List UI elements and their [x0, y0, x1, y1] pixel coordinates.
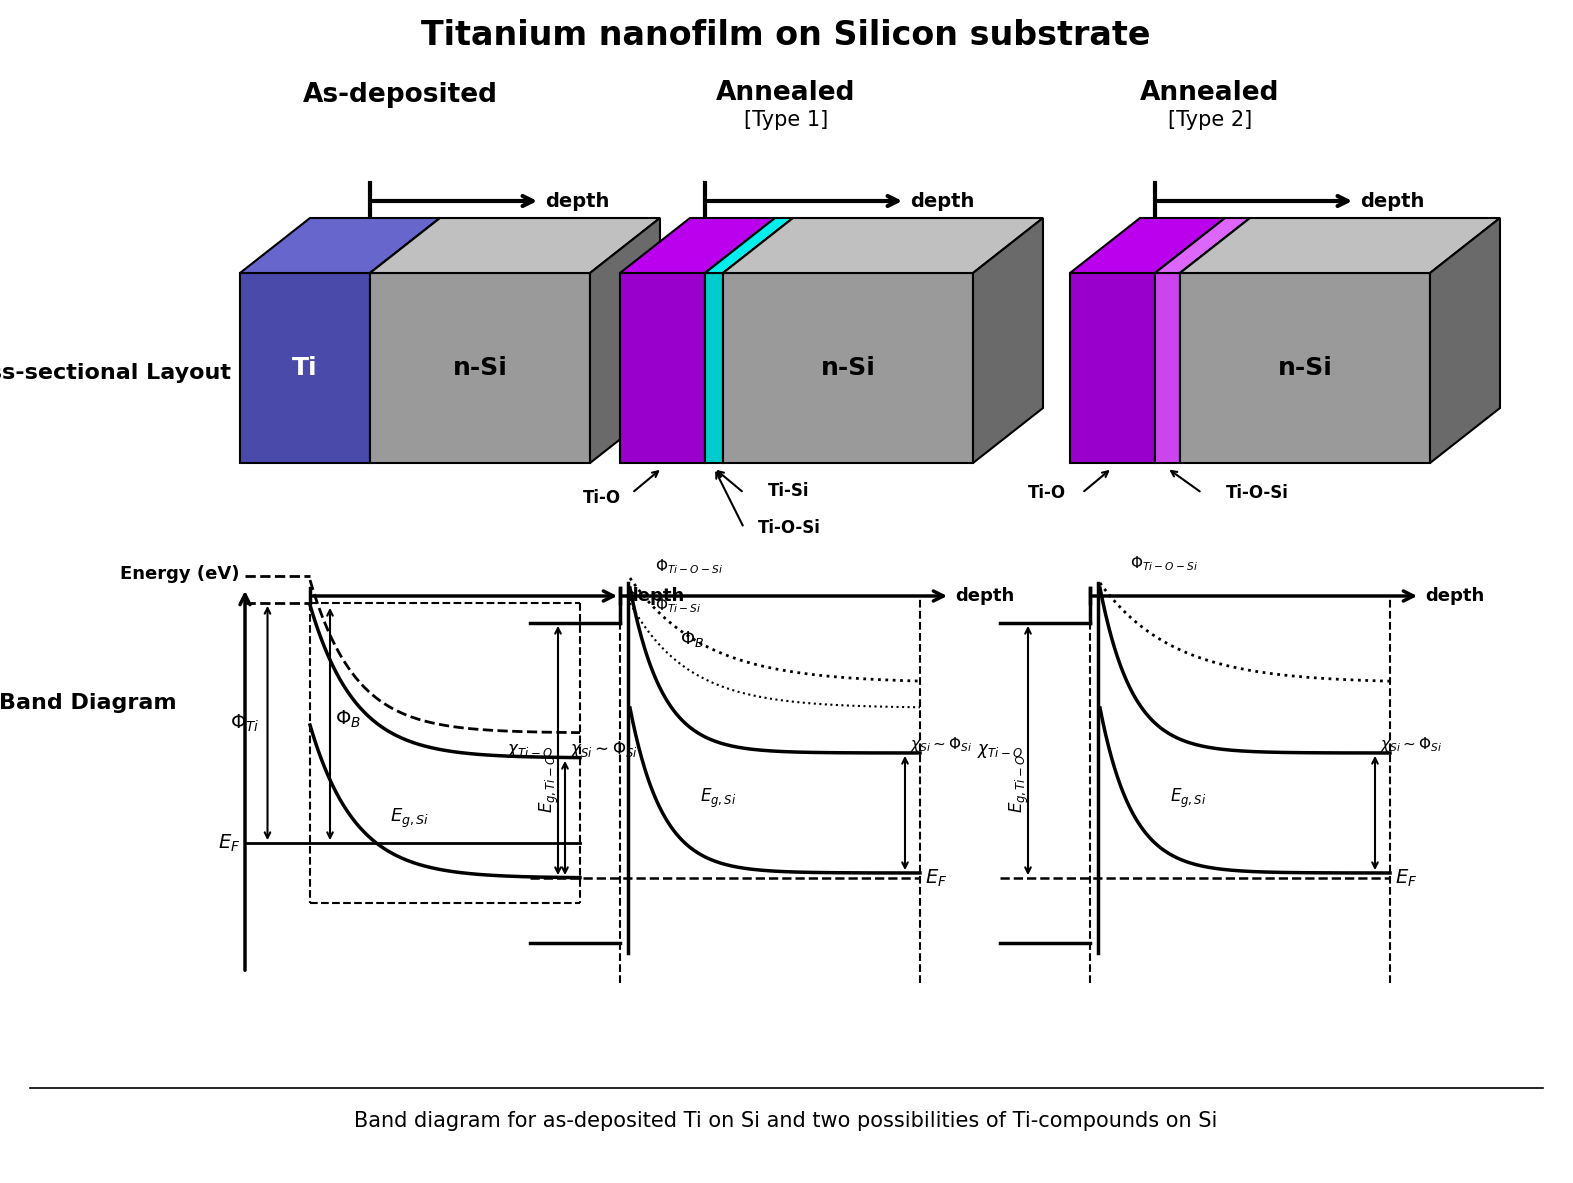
- Polygon shape: [1180, 273, 1430, 463]
- Text: Ti-Si: Ti-Si: [768, 481, 810, 500]
- Text: $E_{g,Si}$: $E_{g,Si}$: [390, 807, 429, 829]
- Polygon shape: [1430, 218, 1501, 463]
- Text: Annealed: Annealed: [1140, 80, 1280, 106]
- Polygon shape: [705, 218, 775, 463]
- Polygon shape: [241, 273, 370, 463]
- Text: Ti-O-Si: Ti-O-Si: [758, 519, 821, 537]
- Polygon shape: [1180, 218, 1501, 273]
- Text: Ti-O: Ti-O: [584, 489, 621, 508]
- Polygon shape: [1070, 273, 1155, 463]
- Text: $E_{g,Si}$: $E_{g,Si}$: [1170, 787, 1206, 809]
- Text: $E_F$: $E_F$: [925, 867, 947, 888]
- Text: $\Phi_B$: $\Phi_B$: [335, 709, 362, 730]
- Text: $E_F$: $E_F$: [217, 833, 241, 854]
- Text: n-Si: n-Si: [821, 356, 876, 380]
- Text: $\Phi_{Ti-O-Si}$: $\Phi_{Ti-O-Si}$: [1129, 555, 1199, 573]
- Polygon shape: [370, 273, 590, 463]
- Text: Band diagram for as-deposited Ti on Si and two possibilities of Ti-compounds on : Band diagram for as-deposited Ti on Si a…: [354, 1111, 1218, 1131]
- Text: Band Diagram: Band Diagram: [0, 693, 176, 713]
- Text: n-Si: n-Si: [453, 356, 508, 380]
- Text: Annealed: Annealed: [716, 80, 856, 106]
- Text: [Type 1]: [Type 1]: [744, 110, 827, 130]
- Text: depth: depth: [1425, 587, 1485, 605]
- Polygon shape: [724, 273, 974, 463]
- Text: $\chi_{Si}{\sim}\Phi_{Si}$: $\chi_{Si}{\sim}\Phi_{Si}$: [569, 739, 639, 761]
- Text: $E_{g,Ti-O}$: $E_{g,Ti-O}$: [1008, 754, 1032, 813]
- Polygon shape: [705, 273, 724, 463]
- Text: depth: depth: [911, 192, 974, 211]
- Text: Ti: Ti: [293, 356, 318, 380]
- Text: $\Phi_{Ti-O-Si}$: $\Phi_{Ti-O-Si}$: [654, 557, 724, 576]
- Text: $\Phi_{Ti}$: $\Phi_{Ti}$: [230, 712, 260, 733]
- Text: $\Phi_B$: $\Phi_B$: [680, 628, 705, 648]
- Text: $\chi_{Si}{\sim}\Phi_{Si}$: $\chi_{Si}{\sim}\Phi_{Si}$: [1380, 736, 1442, 755]
- Text: As-deposited: As-deposited: [302, 82, 497, 108]
- Text: $E_{g,Si}$: $E_{g,Si}$: [700, 787, 736, 809]
- Polygon shape: [620, 273, 705, 463]
- Text: Ti-O: Ti-O: [1027, 484, 1066, 502]
- Polygon shape: [724, 218, 1043, 273]
- Text: depth: depth: [544, 192, 609, 211]
- Polygon shape: [705, 218, 793, 273]
- Polygon shape: [724, 218, 793, 463]
- Polygon shape: [974, 218, 1043, 463]
- Text: depth: depth: [624, 587, 684, 605]
- Polygon shape: [1155, 218, 1225, 463]
- Polygon shape: [590, 218, 661, 463]
- Text: Ti-O-Si: Ti-O-Si: [1225, 484, 1288, 502]
- Text: $\Phi_{Ti-Si}$: $\Phi_{Ti-Si}$: [654, 596, 702, 615]
- Text: Energy (eV): Energy (eV): [121, 565, 241, 583]
- Text: depth: depth: [955, 587, 1015, 605]
- Polygon shape: [620, 218, 775, 273]
- Text: $\chi_{Ti-O}$: $\chi_{Ti-O}$: [507, 742, 554, 759]
- Polygon shape: [370, 218, 440, 463]
- Text: $\chi_{Si}{\sim}\Phi_{Si}$: $\chi_{Si}{\sim}\Phi_{Si}$: [911, 736, 972, 755]
- Text: [Type 2]: [Type 2]: [1167, 110, 1252, 130]
- Polygon shape: [241, 218, 440, 273]
- Text: $\chi_{Ti-O}$: $\chi_{Ti-O}$: [977, 742, 1022, 759]
- Polygon shape: [1155, 218, 1251, 273]
- Polygon shape: [1070, 218, 1225, 273]
- Polygon shape: [1155, 273, 1180, 463]
- Polygon shape: [1180, 218, 1251, 463]
- Text: Cross-sectional Layout: Cross-sectional Layout: [0, 363, 231, 383]
- Polygon shape: [370, 218, 661, 273]
- Text: depth: depth: [1361, 192, 1425, 211]
- Text: Titanium nanofilm on Silicon substrate: Titanium nanofilm on Silicon substrate: [422, 19, 1151, 52]
- Text: $E_F$: $E_F$: [1395, 867, 1417, 888]
- Text: n-Si: n-Si: [1277, 356, 1332, 380]
- Text: $E_{g,Ti-O}$: $E_{g,Ti-O}$: [538, 754, 562, 813]
